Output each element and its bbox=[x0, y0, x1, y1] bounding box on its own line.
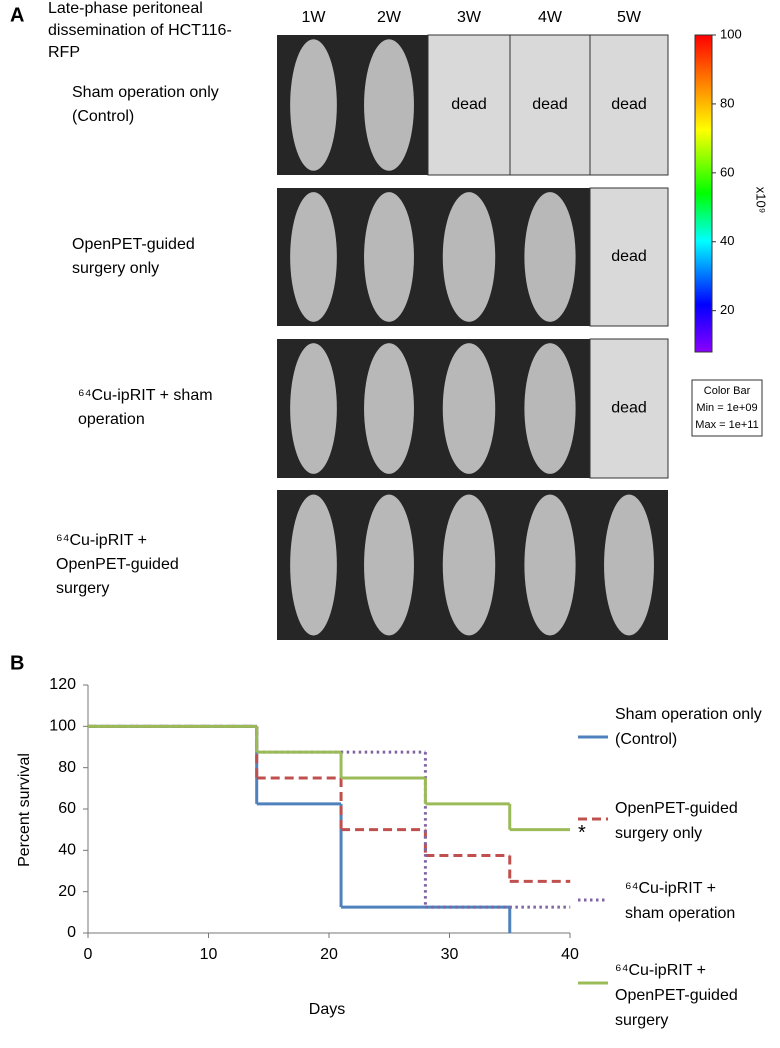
color-bar-box bbox=[691, 379, 763, 437]
color-bar-tick-label: 20 bbox=[720, 302, 734, 317]
x-tick-label: 10 bbox=[200, 946, 218, 963]
mouse-body bbox=[290, 39, 337, 171]
y-tick-label: 60 bbox=[58, 800, 76, 817]
week-label: 2W bbox=[377, 9, 402, 26]
color-bar-unit: x10⁹ bbox=[754, 187, 769, 214]
color-bar-tick-label: 100 bbox=[720, 26, 742, 41]
legend-label: ⁶⁴Cu-ipRIT + OpenPET-guided surgery bbox=[615, 962, 738, 1029]
legend-label: OpenPET-guided surgery only bbox=[615, 800, 738, 842]
dead-label: dead bbox=[451, 96, 487, 113]
panel-label: B bbox=[10, 652, 24, 674]
dead-label: dead bbox=[611, 96, 647, 113]
row-label: OpenPET-guided surgery only bbox=[72, 236, 195, 277]
mouse-body bbox=[290, 494, 337, 636]
row-label: Sham operation only (Control) bbox=[72, 84, 219, 125]
week-label: 3W bbox=[457, 9, 482, 26]
x-tick-label: 40 bbox=[561, 946, 579, 963]
row-label: ⁶⁴Cu-ipRIT + OpenPET-guided surgery bbox=[56, 532, 179, 597]
legend-label: Sham operation only (Control) bbox=[615, 706, 762, 748]
color-bar-tick-label: 60 bbox=[720, 164, 734, 179]
dead-label: dead bbox=[611, 248, 647, 265]
mouse-body bbox=[364, 192, 414, 322]
color-bar-box-text: Max = 1e+11 bbox=[695, 419, 758, 431]
x-tick-label: 30 bbox=[441, 946, 459, 963]
y-tick-label: 120 bbox=[49, 676, 76, 693]
color-bar-box-text: Color Bar bbox=[704, 385, 751, 397]
week-label: 4W bbox=[538, 9, 563, 26]
mouse-body bbox=[290, 343, 337, 474]
mouse-body bbox=[442, 192, 496, 322]
y-tick-label: 40 bbox=[58, 842, 76, 859]
mouse-body bbox=[364, 494, 414, 636]
dead-label: dead bbox=[532, 96, 568, 113]
color-bar bbox=[694, 34, 713, 353]
dead-cell bbox=[589, 34, 669, 176]
panel-a-title: Late-phase peritoneal dissemination of H… bbox=[48, 0, 232, 61]
dead-cell bbox=[509, 34, 591, 176]
mouse-body bbox=[442, 494, 496, 636]
color-bar-tick-label: 80 bbox=[720, 95, 734, 110]
x-tick-label: 20 bbox=[320, 946, 338, 963]
x-tick-label: 0 bbox=[84, 946, 93, 963]
mouse-body bbox=[524, 494, 576, 636]
mouse-body bbox=[604, 494, 654, 636]
mouse-body bbox=[290, 192, 337, 322]
y-axis-label: Percent survival bbox=[16, 753, 33, 867]
color-bar-box-text: Min = 1e+09 bbox=[696, 402, 757, 414]
week-label: 5W bbox=[617, 9, 642, 26]
color-bar-tick-label: 40 bbox=[720, 233, 734, 248]
dead-label: dead bbox=[611, 400, 647, 417]
mouse-body bbox=[364, 343, 414, 474]
dead-cell bbox=[589, 187, 669, 327]
y-tick-label: 100 bbox=[49, 718, 76, 735]
dead-cell bbox=[427, 34, 511, 176]
mouse-body bbox=[524, 343, 576, 474]
panel-label: A bbox=[10, 4, 24, 26]
y-tick-label: 20 bbox=[58, 883, 76, 900]
y-tick-label: 80 bbox=[58, 759, 76, 776]
legend-label: ⁶⁴Cu-ipRIT + sham operation bbox=[625, 880, 736, 922]
x-axis-label: Days bbox=[309, 1001, 345, 1018]
week-label: 1W bbox=[302, 9, 327, 26]
mouse-body bbox=[364, 39, 414, 171]
y-tick-label: 0 bbox=[67, 924, 76, 941]
dead-cell bbox=[589, 338, 669, 479]
mouse-body bbox=[524, 192, 576, 322]
row-label: ⁶⁴Cu-ipRIT + sham operation bbox=[78, 387, 213, 428]
mouse-body bbox=[442, 343, 496, 474]
annotation: * bbox=[578, 822, 586, 844]
